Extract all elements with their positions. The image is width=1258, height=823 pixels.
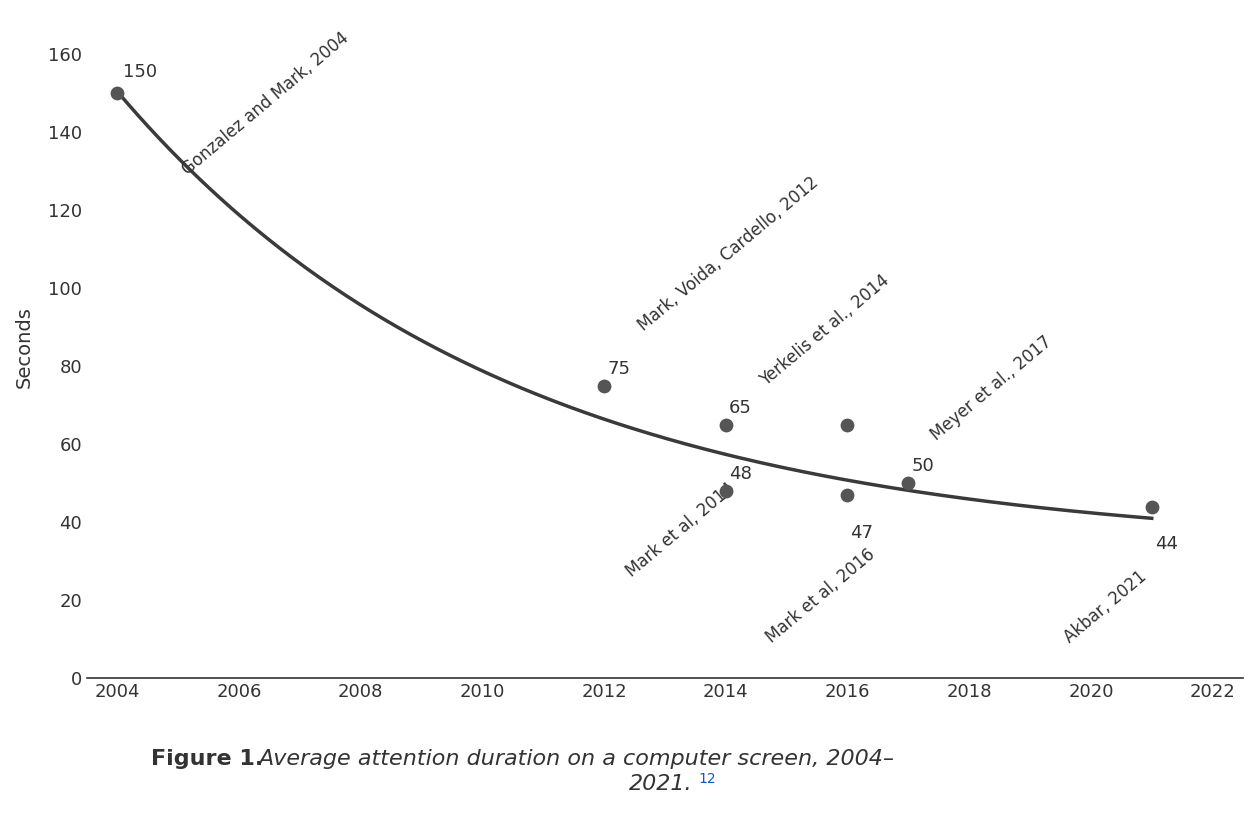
Text: 47: 47 <box>850 523 873 542</box>
Text: Akbar, 2021: Akbar, 2021 <box>1060 568 1151 647</box>
Point <box>107 86 127 100</box>
Text: 48: 48 <box>728 465 752 483</box>
Text: 44: 44 <box>1155 535 1177 553</box>
Point <box>716 418 736 431</box>
Y-axis label: Seconds: Seconds <box>15 305 34 388</box>
Point <box>1142 500 1162 513</box>
Point <box>838 418 858 431</box>
Text: Average attention duration on a computer screen, 2004–: Average attention duration on a computer… <box>258 750 894 770</box>
Text: 75: 75 <box>608 360 630 378</box>
Text: Mark et al, 2016: Mark et al, 2016 <box>762 546 878 647</box>
Text: Mark, Voida, Cardello, 2012: Mark, Voida, Cardello, 2012 <box>635 174 823 335</box>
Point <box>594 379 614 393</box>
Text: Meyer et al., 2017: Meyer et al., 2017 <box>927 332 1055 444</box>
Text: Mark et al, 2014: Mark et al, 2014 <box>623 480 738 581</box>
Text: 50: 50 <box>911 458 935 476</box>
Text: Gonzalez and Mark, 2004: Gonzalez and Mark, 2004 <box>179 29 352 179</box>
Text: Figure 1.: Figure 1. <box>151 750 270 770</box>
Point <box>838 488 858 501</box>
Text: 12: 12 <box>698 773 716 787</box>
Text: 150: 150 <box>123 63 157 81</box>
Point <box>898 477 918 490</box>
Text: 65: 65 <box>728 399 752 416</box>
Text: 2021.: 2021. <box>629 774 693 794</box>
Text: Yerkelis et al., 2014: Yerkelis et al., 2014 <box>757 272 893 389</box>
Point <box>716 484 736 497</box>
